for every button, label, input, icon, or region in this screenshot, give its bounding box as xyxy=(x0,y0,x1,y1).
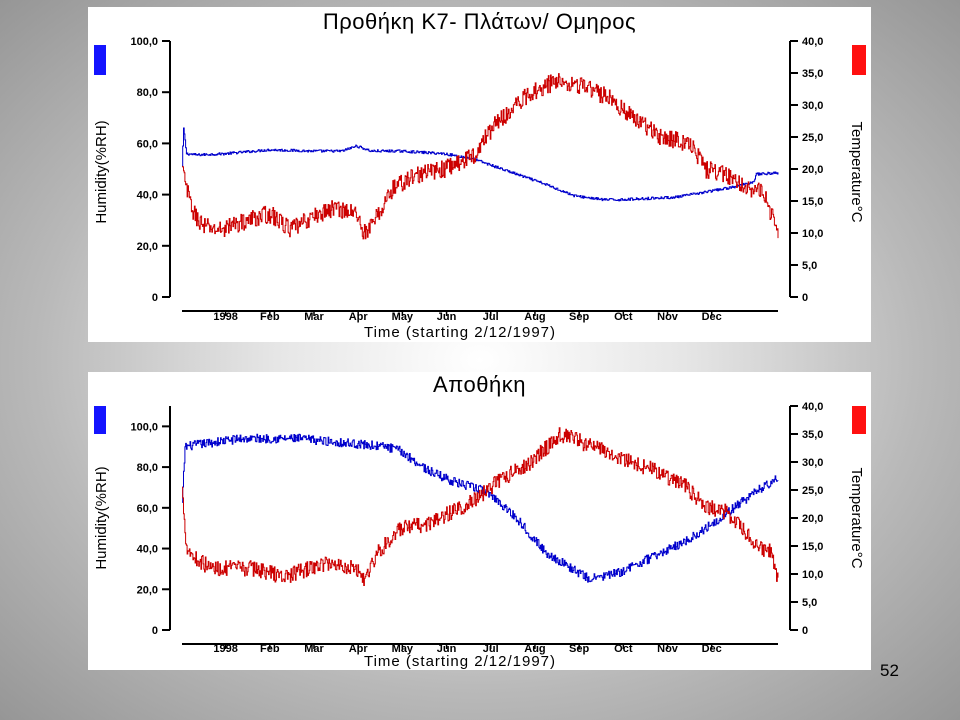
left-axis-title: Humidity(%RH) xyxy=(93,466,110,569)
right-axis-tick-label: 25,0 xyxy=(802,132,823,144)
x-axis-tick-label: Feb xyxy=(260,643,280,655)
x-axis-tick-label: Aug xyxy=(524,311,545,323)
page-number: 52 xyxy=(880,661,899,680)
right-axis-tick-label: 15,0 xyxy=(802,541,823,553)
left-axis-tick-label: 100,0 xyxy=(130,36,158,48)
temperature-legend-marker xyxy=(852,406,866,434)
temperature-legend-marker xyxy=(852,45,866,75)
right-axis-tick-label: 20,0 xyxy=(802,513,823,525)
right-axis-tick-label: 35,0 xyxy=(802,429,823,441)
x-axis-tick-label: Aug xyxy=(524,643,545,655)
x-axis-tick-label: Jul xyxy=(483,643,499,655)
x-axis-tick-label: 1998 xyxy=(213,643,237,655)
right-axis-tick-label: 25,0 xyxy=(802,485,823,497)
x-axis-title: Time (starting 2/12/1997) xyxy=(364,324,556,341)
x-axis-tick-label: Apr xyxy=(349,643,369,655)
right-axis-tick-label: 30,0 xyxy=(802,100,823,112)
chart-svg: 0 20,0 40,0 60,0 80,0 100,0 0 5,0 10,0 15,0 20,0 25… xyxy=(93,401,866,670)
chart-svg: 0 20,0 40,0 60,0 80,0 100,0 0 5,0 10,0 15,0 20,0 25… xyxy=(93,36,866,341)
x-axis-tick-label: Nov xyxy=(657,311,679,323)
right-axis-title: Temperature°C xyxy=(848,121,865,222)
x-axis-tick-label: Nov xyxy=(657,643,679,655)
left-axis-tick-label: 40,0 xyxy=(137,190,158,202)
humidity-series-line xyxy=(182,433,779,583)
right-axis-tick-label: 40,0 xyxy=(802,36,823,48)
x-axis-tick-label: Mar xyxy=(304,643,324,655)
x-axis-tick-label: Feb xyxy=(260,311,280,323)
x-axis-tick-label: Mar xyxy=(304,311,324,323)
temperature-series-line xyxy=(182,427,779,586)
x-axis-title: Time (starting 2/12/1997) xyxy=(364,653,556,670)
x-axis-tick-label: Apr xyxy=(349,311,369,323)
x-axis-tick-label: Oct xyxy=(614,643,633,655)
left-axis-tick-label: 0 xyxy=(152,625,158,637)
right-axis-tick-label: 0 xyxy=(802,292,808,304)
x-axis-tick-label: Sep xyxy=(569,311,589,323)
humidity-legend-marker xyxy=(94,45,106,75)
x-axis-tick-label: 1998 xyxy=(213,311,237,323)
right-axis-title: Temperature°C xyxy=(848,467,865,568)
x-axis-tick-label: Dec xyxy=(702,643,722,655)
right-axis-tick-label: 10,0 xyxy=(802,228,823,240)
x-axis-tick-label: May xyxy=(392,311,414,323)
left-axis-tick-label: 20,0 xyxy=(137,584,158,596)
x-axis-tick-label: Oct xyxy=(614,311,633,323)
x-axis-tick-label: Jul xyxy=(483,311,499,323)
temperature-series-line xyxy=(182,73,779,240)
left-axis-tick-label: 60,0 xyxy=(137,503,158,515)
x-axis-tick-label: Jun xyxy=(437,643,457,655)
chart-title: Αποθήκη xyxy=(433,372,526,397)
left-axis-tick-label: 40,0 xyxy=(137,544,158,556)
right-axis-tick-label: 30,0 xyxy=(802,457,823,469)
chart-panel-storage: Αποθήκη 0 20,0 40,0 60,0 80,0 100,0 0 5,0 10,0 15… xyxy=(88,372,871,670)
x-axis-tick-label: Jun xyxy=(437,311,457,323)
left-axis-tick-label: 100,0 xyxy=(130,421,158,433)
humidity-legend-marker xyxy=(94,406,106,434)
right-axis-tick-label: 5,0 xyxy=(802,597,817,609)
right-axis-tick-label: 5,0 xyxy=(802,260,817,272)
right-axis-tick-label: 15,0 xyxy=(802,196,823,208)
right-axis-tick-label: 35,0 xyxy=(802,68,823,80)
left-axis-tick-label: 80,0 xyxy=(137,87,158,99)
left-axis-tick-label: 20,0 xyxy=(137,241,158,253)
right-axis-tick-label: 10,0 xyxy=(802,569,823,581)
left-axis-tick-label: 80,0 xyxy=(137,462,158,474)
x-axis-tick-label: Sep xyxy=(569,643,589,655)
left-axis-tick-label: 0 xyxy=(152,292,158,304)
right-axis-tick-label: 20,0 xyxy=(802,164,823,176)
chart-title: Προθήκη Κ7- Πλάτων/ Ομηρος xyxy=(322,9,637,34)
right-axis-tick-label: 0 xyxy=(802,625,808,637)
right-axis-tick-label: 40,0 xyxy=(802,401,823,413)
left-axis-tick-label: 60,0 xyxy=(137,138,158,150)
left-axis-title: Humidity(%RH) xyxy=(93,120,110,223)
chart-panel-showcase: Προθήκη Κ7- Πλάτων/ Ομηρος 0 20,0 40,0 60,0… xyxy=(88,7,871,342)
x-axis-tick-label: May xyxy=(392,643,414,655)
humidity-series-line xyxy=(182,127,779,202)
x-axis-tick-label: Dec xyxy=(702,311,722,323)
